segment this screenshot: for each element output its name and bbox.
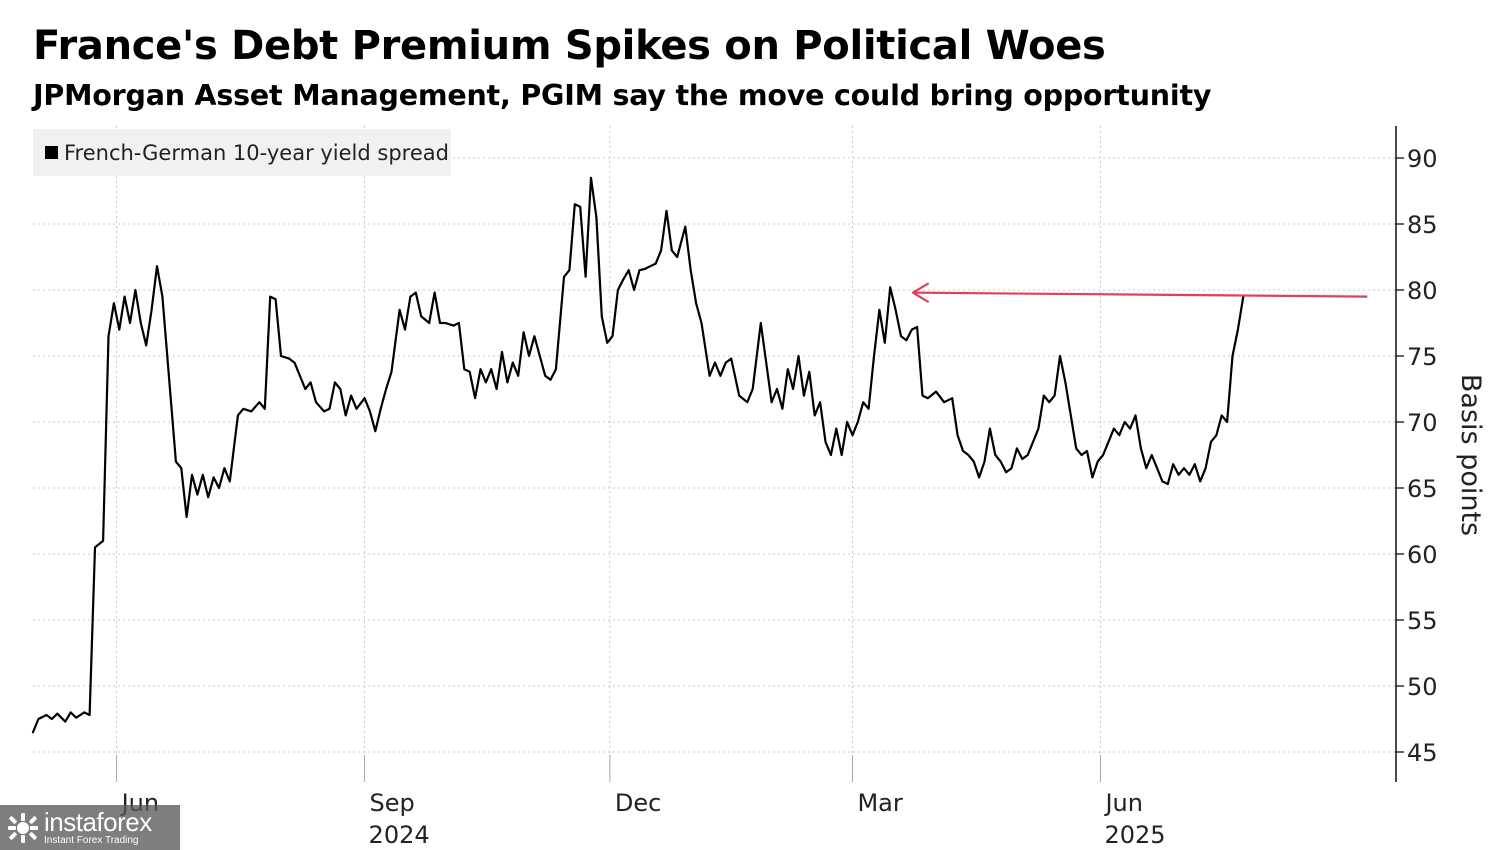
watermark-tagline: Instant Forex Trading bbox=[44, 835, 139, 846]
legend: French-German 10-year yield spread bbox=[33, 129, 451, 176]
chart-subtitle: JPMorgan Asset Management, PGIM say the … bbox=[33, 79, 1212, 112]
instaforex-logo-icon bbox=[8, 812, 38, 843]
x-tick-label: Mar bbox=[857, 789, 902, 817]
annotation-layer bbox=[911, 282, 1368, 303]
y-tick-label: 65 bbox=[1407, 475, 1438, 503]
y-tick-label: 45 bbox=[1407, 739, 1438, 767]
series-line bbox=[31, 176, 1245, 734]
x-year-label: 2024 bbox=[369, 821, 430, 849]
annotation-arrow-shaft bbox=[912, 291, 1368, 298]
y-tick-label: 70 bbox=[1407, 409, 1438, 437]
y-tick-label: 50 bbox=[1407, 673, 1438, 701]
legend-label: French-German 10-year yield spread bbox=[64, 141, 449, 165]
legend-swatch bbox=[45, 146, 58, 159]
series-layer bbox=[31, 176, 1245, 734]
y-tick-label: 60 bbox=[1407, 541, 1438, 569]
watermark: instaforex Instant Forex Trading bbox=[0, 805, 180, 850]
y-axis: 45 50 55 60 65 70 75 80 85 90 Basis points bbox=[1395, 126, 1486, 782]
x-tick-label: Jun bbox=[1103, 789, 1143, 817]
watermark-name: instaforex bbox=[44, 807, 152, 837]
gridlines bbox=[33, 126, 1396, 782]
y-axis-title: Basis points bbox=[1455, 374, 1486, 536]
x-year-label: 2025 bbox=[1104, 821, 1165, 849]
y-tick-label: 55 bbox=[1407, 607, 1438, 635]
y-tick-label: 85 bbox=[1407, 211, 1438, 239]
chart-title: France's Debt Premium Spikes on Politica… bbox=[33, 23, 1106, 69]
x-tick-label: Sep bbox=[370, 789, 415, 817]
y-tick-label: 80 bbox=[1407, 277, 1438, 305]
x-tick-label: Dec bbox=[615, 789, 661, 817]
y-tick-label: 75 bbox=[1407, 343, 1438, 371]
legend-box bbox=[33, 129, 451, 176]
annotation-arrow-head bbox=[911, 282, 929, 303]
y-tick-label: 90 bbox=[1407, 145, 1438, 173]
